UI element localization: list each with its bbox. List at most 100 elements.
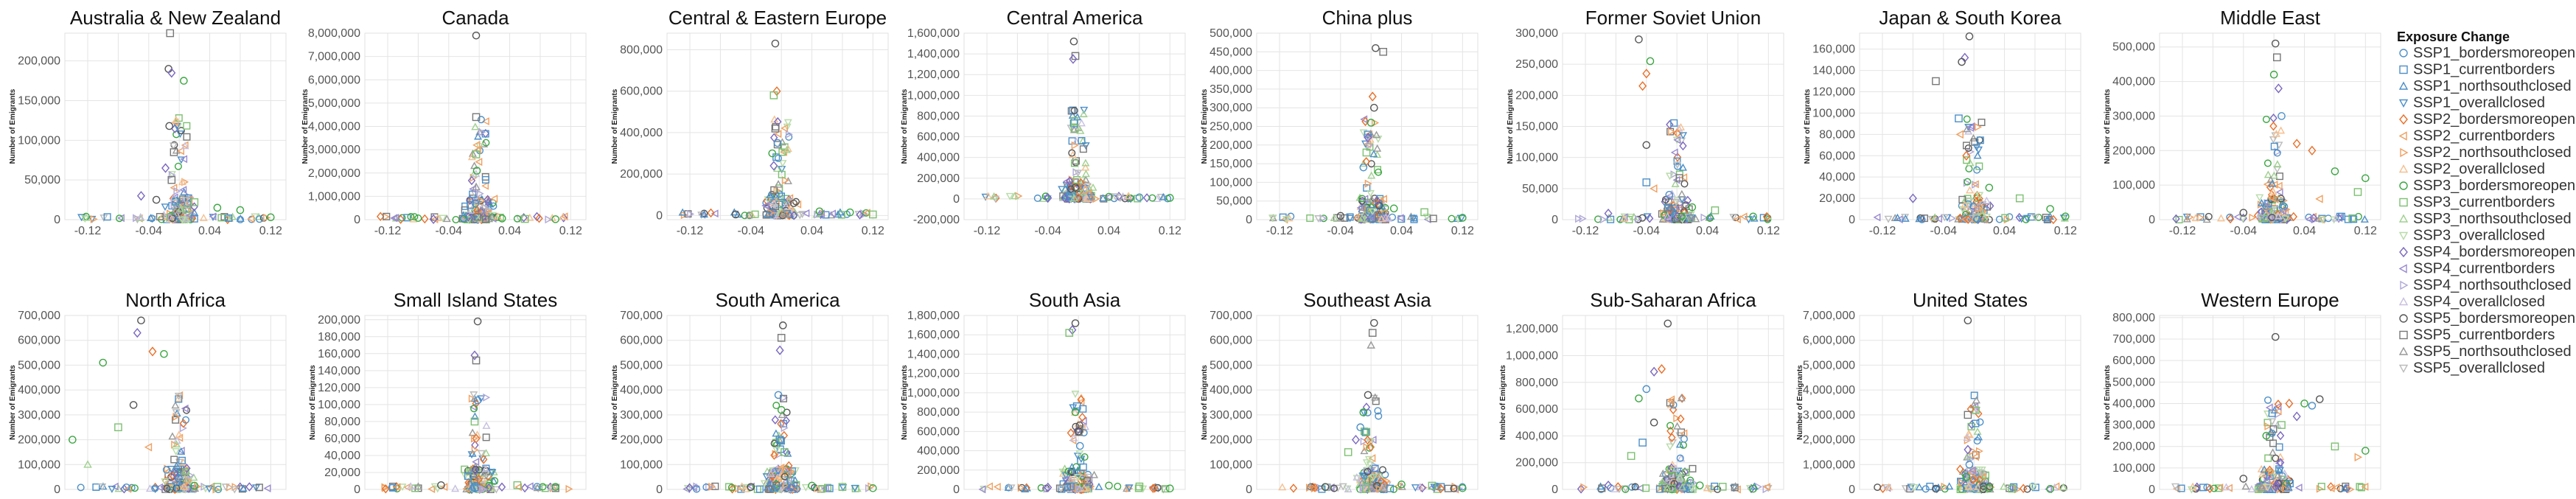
point-ssp3-overallclosed [1369,474,1378,482]
point-ssp4-overallclosed [481,464,490,472]
point-ssp4-bordersmoreopen [1044,482,1053,492]
point-ssp4-overallclosed [1675,474,1684,482]
point-ssp1-currentborders [825,484,834,492]
point-ssp3-overallclosed [1268,214,1277,223]
point-ssp4-currentborders [1966,123,1975,132]
point-ssp2-currentborders [1368,481,1376,490]
point-ssp1-northsouthclosed [172,461,181,470]
point-ssp3-overallclosed [801,484,810,492]
point-ssp5-bordersmoreopen [1370,103,1378,112]
point-ssp2-overallclosed [1973,483,1982,491]
point-ssp4-northsouthclosed [478,128,486,136]
point-ssp2-bordersmoreopen [707,208,715,218]
point-ssp3-bordersmoreopen [2046,485,2054,493]
point-ssp3-northsouthclosed [1079,110,1088,118]
data-points [376,31,568,224]
point-ssp4-currentborders [2044,485,2052,494]
legend-item-ssp4-bordersmoreopen: SSP4_bordersmoreopen [2399,244,2575,260]
point-ssp3-bordersmoreopen [115,214,123,223]
point-ssp3-currentborders [2001,214,2009,222]
point-ssp4-bordersmoreopen [470,350,479,360]
legend-item-ssp2-overallclosed: SSP2_overallclosed [2398,161,2545,178]
point-ssp4-bordersmoreopen [2172,214,2180,224]
point-ssp2-overallclosed [2258,470,2267,478]
point-ssp5-bordersmoreopen [2271,39,2280,48]
point-ssp2-overallclosed [984,192,993,200]
point-ssp5-bordersmoreopen [1321,483,1330,491]
point-ssp5-overallclosed [1673,161,1682,170]
point-ssp1-overallclosed [1643,213,1652,221]
point-ssp1-currentborders [1607,215,1615,223]
point-ssp3-northsouthclosed [2273,160,2282,168]
point-ssp3-bordersmoreopen [2263,159,2272,167]
point-ssp3-overallclosed [1362,459,1371,467]
point-ssp3-bordersmoreopen [472,167,481,175]
panel-title: South Asia [1029,289,1121,311]
legend-label: SSP2_bordersmoreopen [2413,111,2575,128]
y-tick-label: 200,000 [620,168,663,181]
point-ssp1-bordersmoreopen [460,214,468,223]
point-ssp2-overallclosed [1676,122,1685,130]
point-ssp2-northsouthclosed [782,176,789,185]
point-ssp5-bordersmoreopen [472,31,481,40]
point-ssp1-northsouthclosed [1945,482,1954,490]
point-ssp3-overallclosed [1691,486,1700,494]
point-ssp4-bordersmoreopen [1066,176,1074,186]
y-tick-label: 180,000 [318,331,360,343]
point-ssp4-bordersmoreopen [1683,195,1692,206]
point-ssp2-currentborders [1971,180,1979,189]
point-ssp2-bordersmoreopen [1668,433,1676,443]
point-ssp2-currentborders [475,158,483,167]
point-ssp4-bordersmoreopen [1351,434,1360,445]
point-ssp1-northsouthclosed [177,447,186,455]
point-ssp5-bordersmoreopen [1364,467,1372,475]
point-ssp5-currentborders [1971,138,1979,146]
point-ssp2-overallclosed [813,484,822,492]
point-ssp4-overallclosed [1069,433,1078,442]
point-ssp5-bordersmoreopen [781,472,789,481]
point-ssp5-currentborders [383,212,391,220]
point-ssp5-bordersmoreopen [1964,144,1972,152]
point-ssp3-overallclosed [1282,216,1291,224]
point-ssp5-overallclosed [1338,483,1347,491]
point-ssp1-currentborders [175,395,183,403]
point-ssp5-northsouthclosed [533,484,542,492]
point-ssp3-currentborders [2175,215,2183,223]
point-ssp1-bordersmoreopen [1628,483,1636,491]
point-ssp3-bordersmoreopen [1749,484,1757,493]
point-ssp1-overallclosed [1457,214,1466,223]
point-ssp3-bordersmoreopen [1448,214,1456,223]
point-ssp3-overallclosed [1075,450,1084,458]
point-ssp5-northsouthclosed [1658,469,1667,477]
point-ssp1-currentborders [1361,428,1369,436]
point-ssp4-bordersmoreopen [1964,444,1972,455]
point-ssp1-currentborders [469,190,477,198]
y-tick-label: 300,000 [1515,27,1558,40]
point-ssp3-currentborders [778,170,786,178]
point-ssp3-bordersmoreopen [1366,119,1375,127]
point-ssp1-bordersmoreopen [214,485,223,493]
legend-marker [2399,198,2408,207]
point-ssp2-northsouthclosed [2197,213,2205,222]
point-ssp1-overallclosed [981,193,990,201]
point-ssp1-currentborders [1976,136,1984,144]
y-tick-label: 50,000 [24,174,60,186]
point-ssp2-currentborders [2216,483,2224,492]
y-tick-label: 20,000 [1819,192,1855,205]
y-axis-label: Number of Emigrants [301,88,310,164]
y-tick-label: 1,400,000 [907,48,960,60]
point-ssp3-northsouthclosed [486,484,495,492]
point-ssp1-northsouthclosed [2260,465,2269,473]
y-tick-label: 600,000 [2112,355,2155,367]
legend-item-ssp1-bordersmoreopen: SSP1_bordersmoreopen [2399,45,2575,61]
point-ssp5-northsouthclosed [2315,214,2324,222]
y-tick-label: 600,000 [917,131,960,144]
point-ssp2-currentborders [1078,469,1086,478]
point-ssp1-bordersmoreopen [1973,215,1981,223]
point-ssp2-bordersmoreopen [770,450,778,460]
y-axis-label: Number of Emigrants [901,365,909,440]
point-ssp4-northsouthclosed [479,485,486,494]
point-ssp2-northsouthclosed [90,214,98,223]
point-ssp1-currentborders [777,437,785,445]
